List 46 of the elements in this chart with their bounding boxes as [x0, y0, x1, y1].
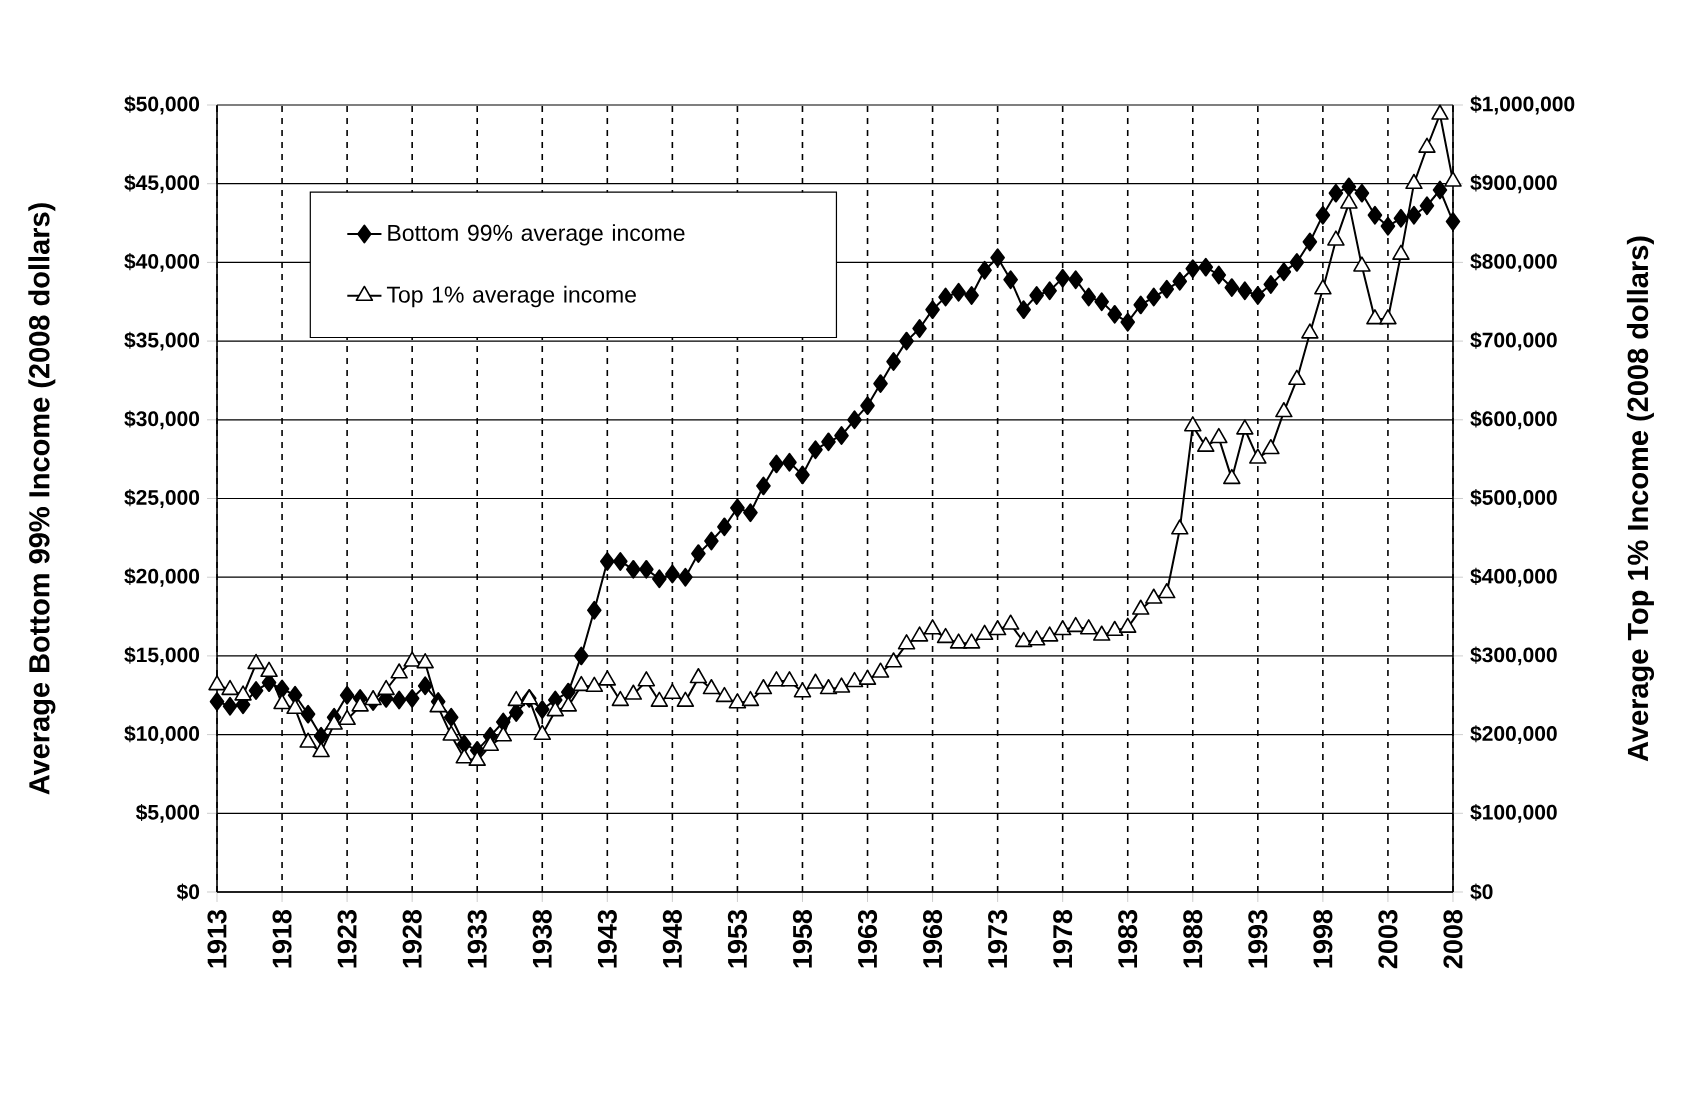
x-tick-label: 2008: [1443, 909, 1463, 969]
y-tick-label: $40,000: [124, 252, 200, 272]
x-tick-label: 1998: [1313, 909, 1333, 968]
y2-tick-label: $600,000: [1470, 410, 1557, 430]
x-tick-label: 1953: [727, 910, 748, 968]
y2-tick-label: $500,000: [1470, 489, 1557, 508]
y2-tick-label: $300,000: [1470, 646, 1557, 666]
y-tick-label: $10,000: [124, 725, 200, 745]
x-tick-label: 1988: [1183, 909, 1203, 968]
x-tick-label: 1973: [988, 910, 1008, 968]
y-tick-label: $45,000: [124, 174, 200, 194]
x-tick-label: 1933: [467, 910, 487, 968]
x-tick-label: 1918: [272, 909, 292, 968]
y2-tick-label: $700,000: [1470, 331, 1557, 351]
x-tick-label: 1983: [1118, 910, 1138, 968]
x-tick-label: 1928: [402, 909, 422, 968]
legend-label: Top 1% average income: [386, 285, 636, 308]
y2-tick-label: $200,000: [1470, 725, 1557, 745]
y-axis-title: Average Bottom 99% Income (2008 dollars): [28, 203, 56, 795]
x-tick-label: 1948: [662, 909, 682, 968]
y2-tick-label: $1,000,000: [1470, 95, 1575, 115]
legend-label: Bottom 99% average income: [388, 224, 685, 246]
x-tick-label: 1938: [532, 909, 552, 968]
y-tick-label: $20,000: [124, 567, 200, 587]
y-tick-label: $35,000: [124, 331, 200, 351]
x-tick-label: 1963: [857, 910, 878, 968]
y-tick-label: $25,000: [124, 489, 200, 508]
y2-tick-label: $800,000: [1470, 252, 1557, 272]
x-tick-label: 1923: [337, 910, 357, 968]
y-tick-label: $50,000: [124, 95, 200, 115]
x-tick-label: 2003: [1378, 910, 1398, 969]
x-tick-label: 1943: [597, 910, 617, 968]
y2-tick-label: $0: [1470, 883, 1493, 901]
x-tick-label: 1958: [792, 909, 813, 968]
x-tick-label: 1968: [923, 909, 943, 968]
y-tick-label: $5,000: [135, 803, 200, 823]
y-tick-label: $0: [176, 883, 200, 901]
y2-tick-label: $900,000: [1470, 174, 1557, 194]
x-tick-label: 1978: [1053, 909, 1073, 968]
x-tick-label: 1993: [1248, 910, 1268, 968]
y2-tick-label: $100,000: [1470, 803, 1557, 823]
y-tick-label: $30,000: [124, 410, 200, 430]
y2-axis-title: Average Top 1% Income (2008 dollars): [1626, 236, 1655, 762]
y-tick-label: $15,000: [124, 646, 200, 666]
x-tick-label: 1913: [207, 910, 227, 968]
y2-tick-label: $400,000: [1470, 567, 1557, 587]
